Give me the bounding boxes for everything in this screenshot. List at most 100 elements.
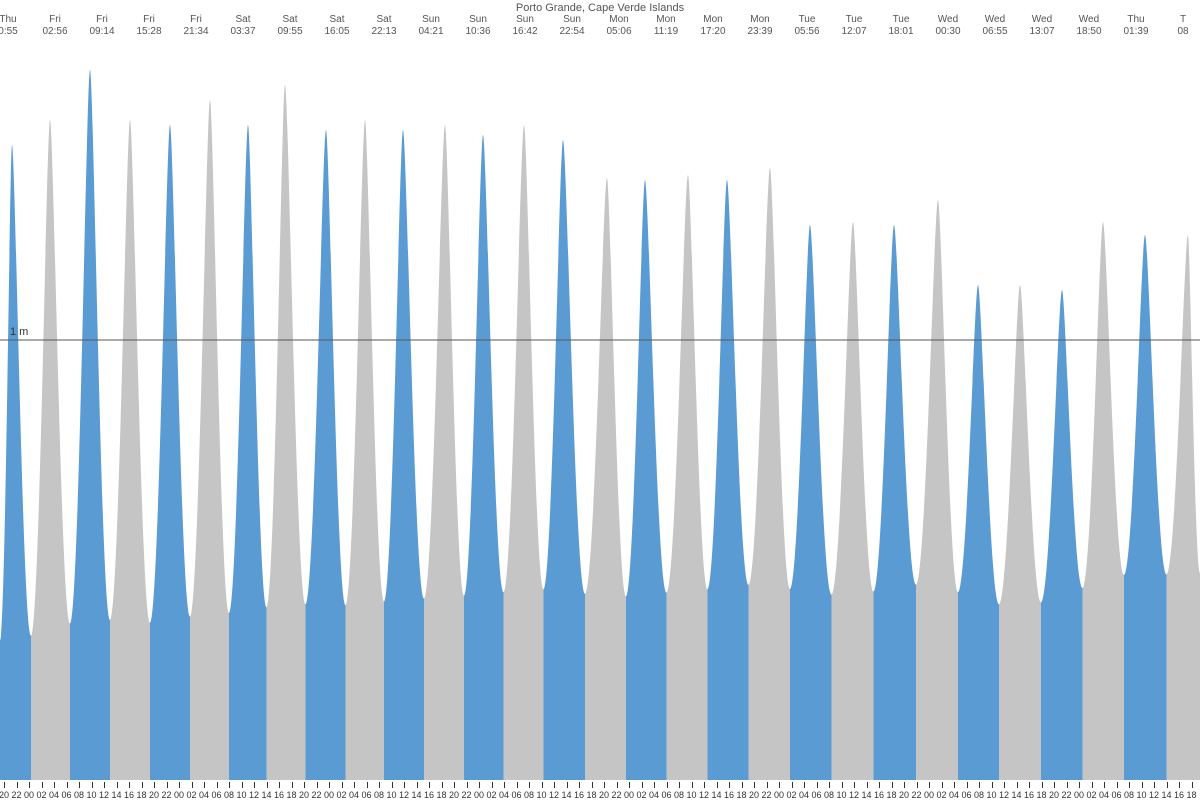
bottom-axis-tick: 20 bbox=[149, 790, 159, 800]
bottom-axis-tick-line bbox=[642, 782, 643, 788]
bottom-axis-tick-line bbox=[529, 782, 530, 788]
tide-peak-gray bbox=[424, 125, 464, 780]
bottom-axis-tick: 04 bbox=[199, 790, 209, 800]
tide-peak-gray bbox=[585, 178, 626, 780]
top-axis-label: Wed06:55 bbox=[982, 14, 1007, 38]
bottom-axis-tick-line bbox=[217, 782, 218, 788]
bottom-axis-tick: 06 bbox=[811, 790, 821, 800]
top-axis-label: Sat09:55 bbox=[277, 14, 302, 38]
bottom-axis-tick-line bbox=[554, 782, 555, 788]
tide-peak-gray bbox=[110, 120, 150, 780]
bottom-axis-tick-line bbox=[442, 782, 443, 788]
bottom-axis-tick-line bbox=[329, 782, 330, 788]
bottom-axis-tick: 00 bbox=[624, 790, 634, 800]
top-axis-label: Wed18:50 bbox=[1076, 14, 1101, 38]
bottom-axis-tick: 16 bbox=[274, 790, 284, 800]
tide-plot bbox=[0, 40, 1200, 780]
bottom-axis-tick: 00 bbox=[324, 790, 334, 800]
bottom-axis-tick-line bbox=[829, 782, 830, 788]
top-axis-label: Mon11:19 bbox=[654, 14, 678, 38]
tide-peak-blue bbox=[150, 125, 190, 780]
top-axis-label: Tue05:56 bbox=[794, 14, 819, 38]
bottom-axis-tick-line bbox=[1092, 782, 1093, 788]
bottom-axis-tick: 02 bbox=[636, 790, 646, 800]
bottom-axis-tick-line bbox=[192, 782, 193, 788]
bottom-axis-tick-line bbox=[429, 782, 430, 788]
bottom-axis-tick-line bbox=[679, 782, 680, 788]
bottom-axis-tick: 18 bbox=[736, 790, 746, 800]
bottom-axis-tick: 08 bbox=[524, 790, 534, 800]
bottom-axis-tick-line bbox=[842, 782, 843, 788]
bottom-axis-tick: 20 bbox=[0, 790, 9, 800]
bottom-axis-tick-line bbox=[904, 782, 905, 788]
bottom-axis-tick: 22 bbox=[611, 790, 621, 800]
bottom-axis-tick-line bbox=[279, 782, 280, 788]
top-axis-label: Mon23:39 bbox=[747, 14, 772, 38]
bottom-axis-tick: 18 bbox=[136, 790, 146, 800]
bottom-axis-tick-line bbox=[154, 782, 155, 788]
bottom-axis-tick: 18 bbox=[586, 790, 596, 800]
bottom-axis-tick: 10 bbox=[986, 790, 996, 800]
bottom-axis-tick-line bbox=[1067, 782, 1068, 788]
bottom-axis-tick: 06 bbox=[961, 790, 971, 800]
bottom-axis-tick-line bbox=[817, 782, 818, 788]
tide-peak-blue bbox=[464, 135, 504, 780]
bottom-axis-tick: 10 bbox=[1136, 790, 1146, 800]
bottom-axis-tick-line bbox=[717, 782, 718, 788]
bottom-axis-tick-line bbox=[1104, 782, 1105, 788]
bottom-axis-tick: 04 bbox=[799, 790, 809, 800]
bottom-axis-tick-line bbox=[967, 782, 968, 788]
bottom-axis-tick-line bbox=[342, 782, 343, 788]
top-axis-label: Sun22:54 bbox=[559, 14, 584, 38]
bottom-axis-tick: 12 bbox=[849, 790, 859, 800]
bottom-axis-tick-line bbox=[29, 782, 30, 788]
bottom-axis-tick: 22 bbox=[1061, 790, 1071, 800]
bottom-axis-tick: 06 bbox=[1111, 790, 1121, 800]
tide-chart: Porto Grande, Cape Verde Islands Thu0:55… bbox=[0, 0, 1200, 800]
top-axis-label: Sun04:21 bbox=[418, 14, 443, 38]
bottom-axis-tick: 08 bbox=[224, 790, 234, 800]
bottom-axis-tick: 02 bbox=[336, 790, 346, 800]
bottom-axis-tick: 16 bbox=[1174, 790, 1184, 800]
tide-peak-blue bbox=[544, 140, 586, 780]
bottom-axis-tick-line bbox=[1042, 782, 1043, 788]
bottom-axis-tick-line bbox=[179, 782, 180, 788]
bottom-axis-tick-line bbox=[804, 782, 805, 788]
reference-line-label: 1 m bbox=[10, 326, 28, 338]
bottom-axis-tick-line bbox=[79, 782, 80, 788]
tide-peak-gray bbox=[190, 100, 229, 780]
bottom-axis-tick: 04 bbox=[949, 790, 959, 800]
bottom-axis-tick-line bbox=[1054, 782, 1055, 788]
top-axis-label: Fri09:14 bbox=[89, 14, 114, 38]
bottom-axis-tick: 08 bbox=[74, 790, 84, 800]
bottom-axis-tick: 10 bbox=[836, 790, 846, 800]
bottom-axis-tick: 12 bbox=[1149, 790, 1159, 800]
bottom-axis-tick-line bbox=[1167, 782, 1168, 788]
bottom-axis-tick-line bbox=[67, 782, 68, 788]
bottom-axis-tick: 08 bbox=[824, 790, 834, 800]
bottom-axis-tick-line bbox=[242, 782, 243, 788]
bottom-axis-tick: 10 bbox=[86, 790, 96, 800]
bottom-axis-tick: 08 bbox=[974, 790, 984, 800]
bottom-axis-tick-line bbox=[654, 782, 655, 788]
bottom-axis-tick: 18 bbox=[1036, 790, 1046, 800]
tide-peak-blue bbox=[708, 180, 749, 780]
bottom-axis-tick: 22 bbox=[161, 790, 171, 800]
bottom-axis-tick: 06 bbox=[211, 790, 221, 800]
bottom-axis-tick-line bbox=[517, 782, 518, 788]
bottom-axis-tick-line bbox=[667, 782, 668, 788]
bottom-axis-tick-line bbox=[742, 782, 743, 788]
bottom-axis-tick-line bbox=[354, 782, 355, 788]
tide-peak-gray bbox=[667, 175, 708, 780]
bottom-axis-tick-line bbox=[42, 782, 43, 788]
tide-peak-gray bbox=[267, 85, 306, 780]
bottom-axis-tick: 00 bbox=[474, 790, 484, 800]
top-axis-label: Sat22:13 bbox=[371, 14, 396, 38]
bottom-axis-tick: 14 bbox=[561, 790, 571, 800]
bottom-axis-tick-line bbox=[17, 782, 18, 788]
bottom-axis-tick-line bbox=[129, 782, 130, 788]
bottom-axis-tick: 16 bbox=[1024, 790, 1034, 800]
bottom-axis-tick-line bbox=[317, 782, 318, 788]
tide-peak-gray bbox=[832, 222, 874, 780]
top-axis-label: Mon17:20 bbox=[700, 14, 725, 38]
